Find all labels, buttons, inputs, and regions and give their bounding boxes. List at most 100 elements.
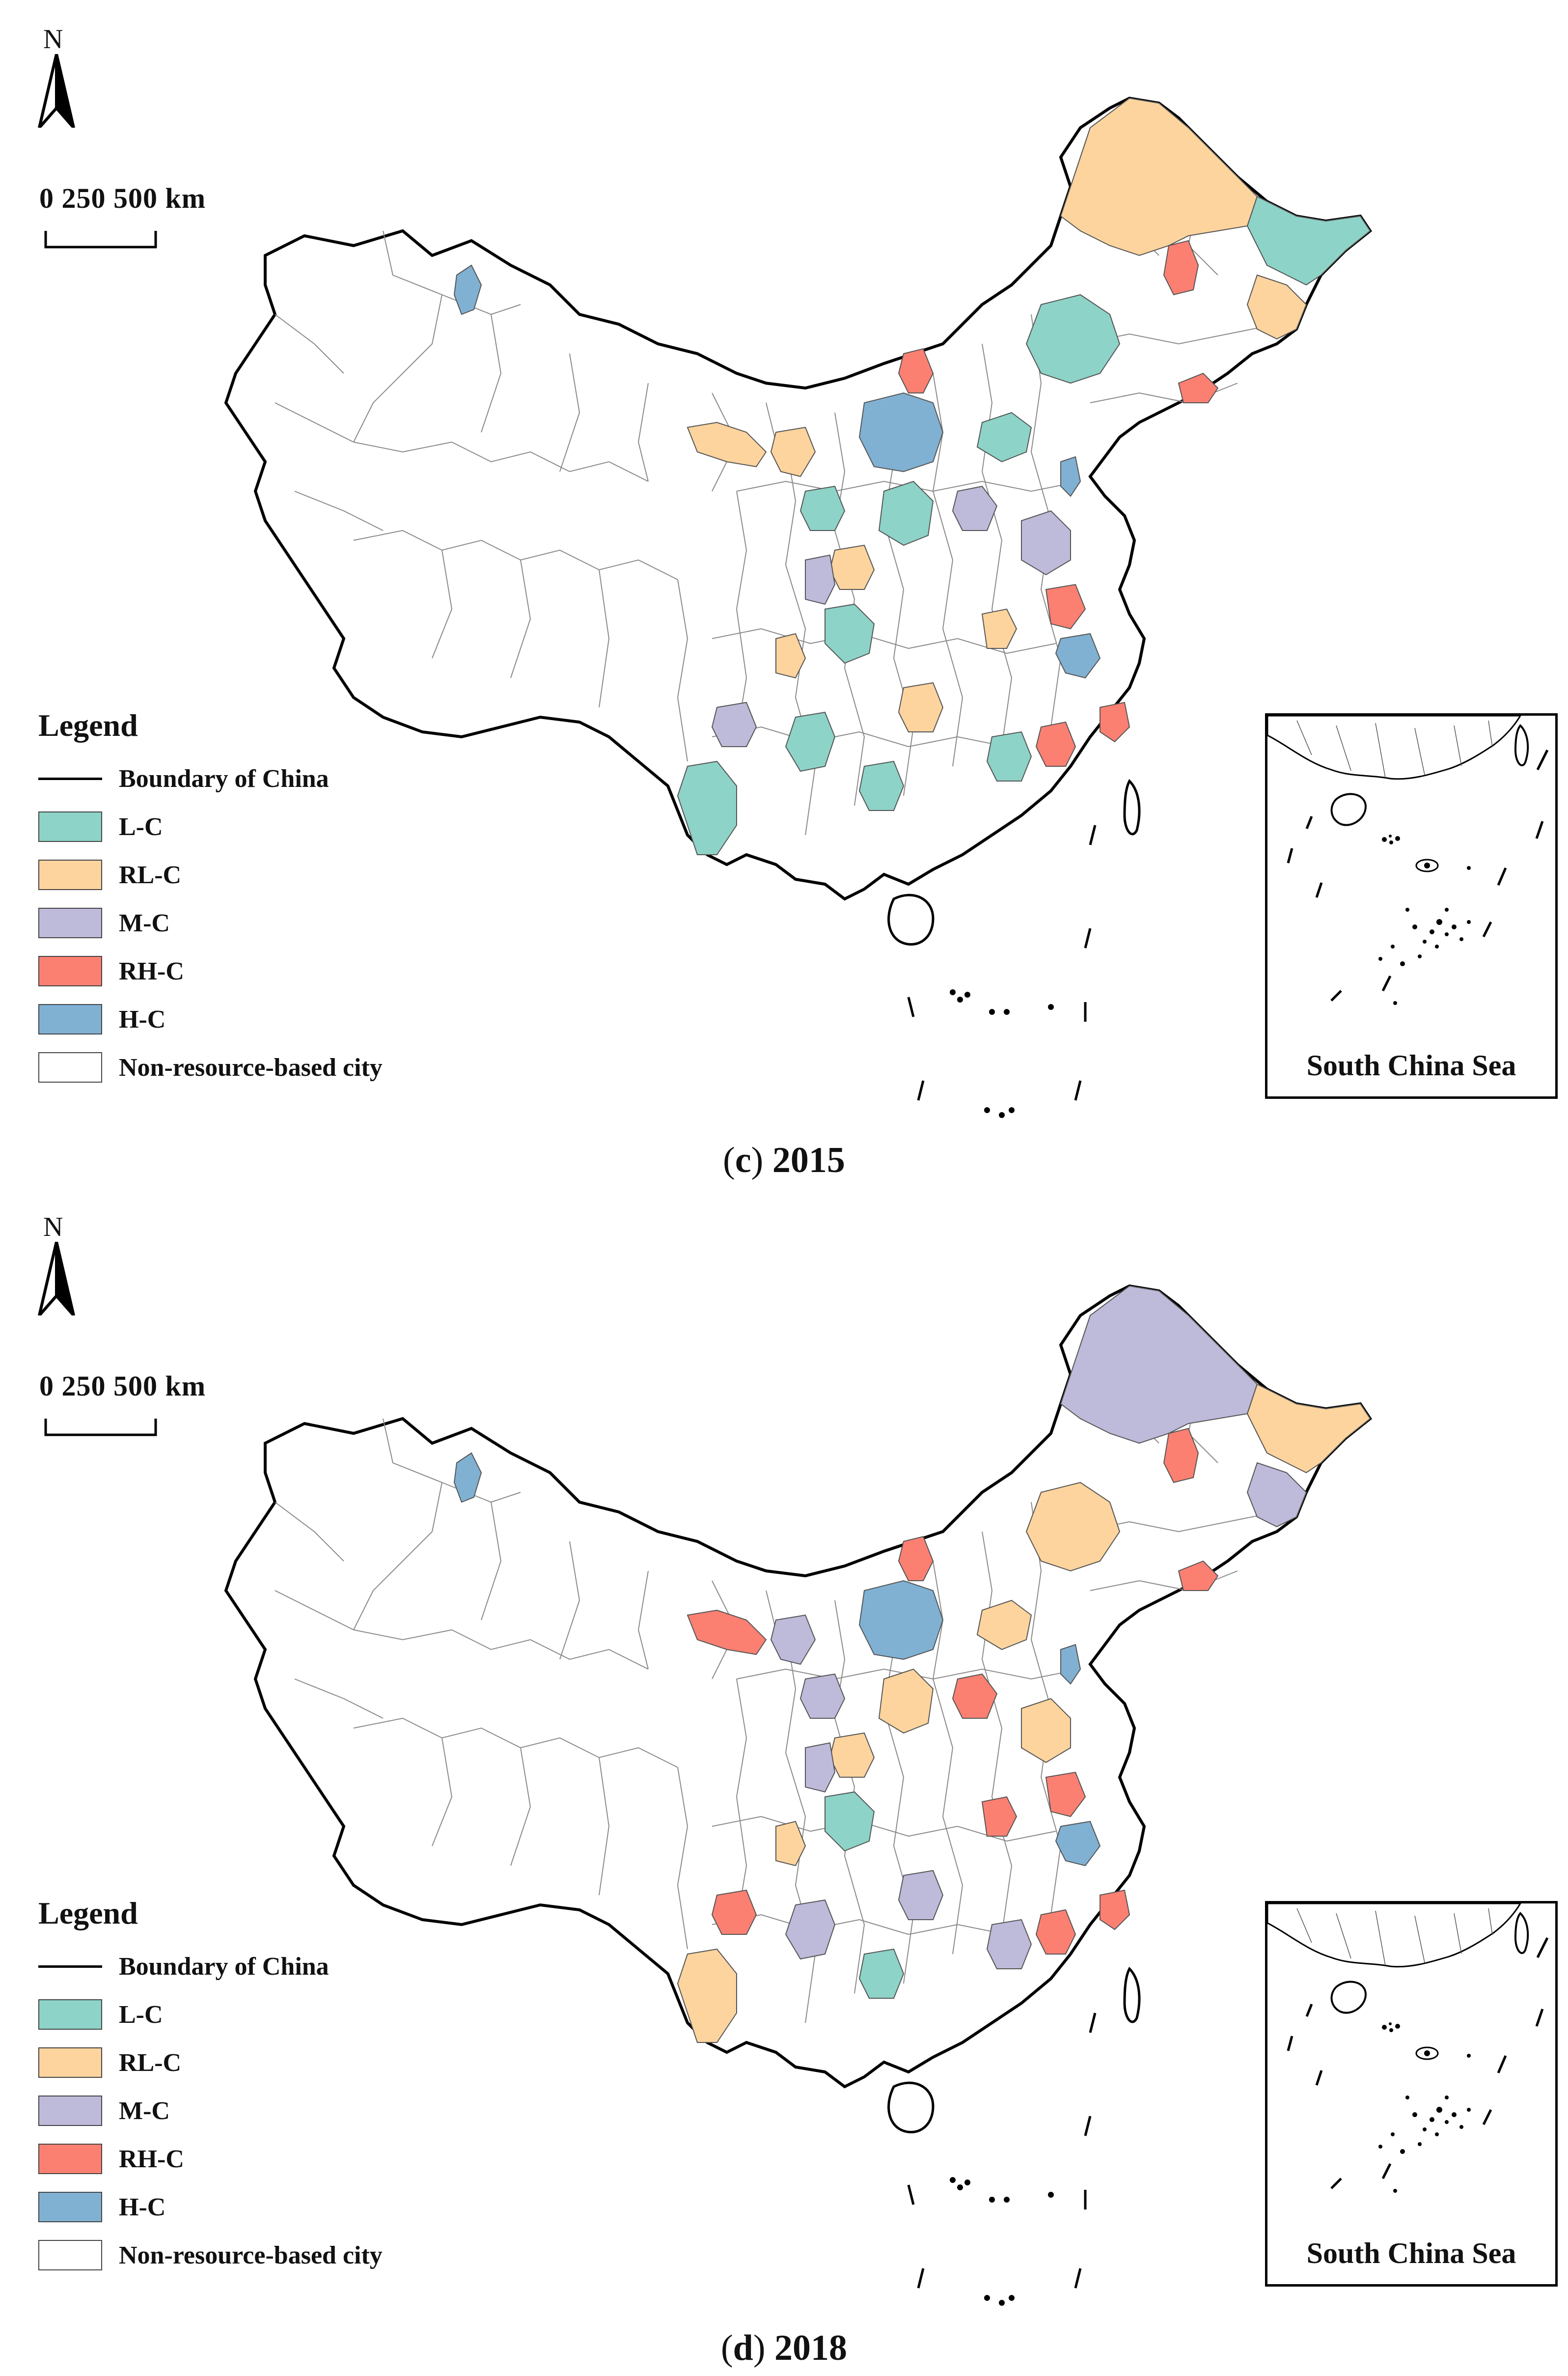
inset-dashed-line <box>1287 749 1549 1002</box>
city-boundary <box>275 314 384 531</box>
region-yunnan-south <box>677 1948 737 2043</box>
china-map <box>224 1284 1373 2306</box>
legend-label: RL-C <box>119 2048 182 2077</box>
legend-swatch <box>38 2240 102 2270</box>
region-gansu-mid <box>799 1673 846 1719</box>
legend-swatch <box>38 1999 102 2030</box>
scale-bar <box>44 1419 157 1436</box>
island-dot <box>1048 2192 1054 2198</box>
legend-items: L-C RL-C M-C RH-C H-C Non-resource-based city <box>38 1990 461 2279</box>
nine-dash-segment <box>917 2268 925 2289</box>
legend-label: H-C <box>119 1005 166 1034</box>
nine-dash-segment <box>1074 2268 1082 2289</box>
inset-dashed-line <box>1287 1937 1549 2189</box>
region-henan-north <box>1021 510 1071 576</box>
region-hebei-north <box>976 412 1032 463</box>
inset-islands <box>1378 2022 1471 2193</box>
hainan-island <box>887 2081 935 2134</box>
island-dot <box>964 2180 970 2185</box>
inset-hainan <box>1330 1981 1367 2014</box>
island-dot <box>950 2177 956 2183</box>
south-china-sea-inset: South China Sea <box>1265 713 1558 1099</box>
inset-map <box>1267 1903 1549 2193</box>
city-boundary <box>353 1629 649 1670</box>
region-xinjiang-north <box>453 264 482 315</box>
legend-swatch <box>38 956 102 986</box>
region-jilin-east <box>1246 1462 1307 1528</box>
city-boundary <box>353 1418 521 1630</box>
legend-item-non: Non-resource-based city <box>38 2231 461 2279</box>
panel-caption: (d) 2018 <box>721 2328 847 2368</box>
legend-label: RL-C <box>119 861 182 889</box>
inset-province-lines <box>1296 720 1493 778</box>
region-chongqing <box>775 1820 806 1867</box>
region-guizhou <box>785 1899 836 1960</box>
region-sichuan-east <box>805 1742 836 1793</box>
china-map <box>224 96 1373 1118</box>
legend-label: Boundary of China <box>119 764 329 793</box>
nine-dash-segment <box>907 997 915 1017</box>
region-chongqing <box>775 633 806 679</box>
legend-item-hc: H-C <box>38 995 461 1043</box>
region-yunnan-west <box>711 1889 757 1935</box>
north-arrow-icon <box>38 54 75 128</box>
island-dot <box>964 992 970 998</box>
caption-letter: c <box>735 1140 751 1180</box>
legend-swatch <box>38 2144 102 2174</box>
region-sichuan-east <box>805 554 836 605</box>
region-ningxia <box>770 1614 816 1665</box>
inset-label: South China Sea <box>1306 2237 1516 2269</box>
region-liaoning-coast <box>1178 372 1219 403</box>
nine-dash-segment <box>917 1080 925 1101</box>
region-liaoning-coast <box>1178 1560 1219 1591</box>
region-henan-north <box>1021 1698 1071 1763</box>
city-boundary <box>353 230 521 443</box>
scale-bar <box>44 231 157 249</box>
region-heilongjiang-east <box>1246 1383 1371 1474</box>
region-yunnan-west <box>711 701 757 747</box>
north-label: N <box>43 1212 63 1242</box>
legend: Legend Boundary of China L-C RL-C M-C RH-C H… <box>38 1895 461 2279</box>
south-china-sea-islands <box>887 1966 1141 2306</box>
region-inner-mongolia-north <box>898 1536 934 1581</box>
region-hebei-north <box>976 1599 1032 1650</box>
legend-item-boundary: Boundary of China <box>38 755 461 803</box>
city-boundary <box>432 1737 610 1896</box>
city-boundary <box>981 1531 1013 1935</box>
panel-caption: (c) 2015 <box>723 1140 845 1180</box>
legend-label: Boundary of China <box>119 1952 329 1981</box>
city-boundary <box>481 1502 649 1670</box>
region-shanxi-south <box>952 485 998 531</box>
legend-swatch <box>38 860 102 890</box>
legend-label: M-C <box>119 2096 170 2125</box>
region-jilin-east <box>1246 274 1307 340</box>
region-guangxi <box>858 1948 905 1999</box>
island-dot <box>1009 2295 1015 2301</box>
city-boundary <box>712 1914 1007 1935</box>
caption-letter: d <box>733 2328 753 2368</box>
legend: Legend Boundary of China L-C RL-C M-C RH-C H… <box>38 707 461 1091</box>
city-boundary <box>353 441 649 482</box>
inset-atoll <box>1415 859 1439 872</box>
region-guizhou <box>785 711 836 772</box>
legend-item-rlc: RL-C <box>38 2039 461 2087</box>
legend-item-rhc: RH-C <box>38 947 461 995</box>
legend-swatch <box>38 2047 102 2078</box>
region-inner-mongolia-center <box>1025 294 1121 384</box>
legend-item-rhc: RH-C <box>38 2135 461 2183</box>
region-shandong-coast <box>1060 456 1081 497</box>
region-inner-mongolia-north <box>898 348 934 393</box>
north-arrow-icon <box>38 1242 75 1315</box>
south-china-sea-inset: South China Sea <box>1265 1901 1558 2287</box>
region-xinjiang-north <box>453 1452 482 1503</box>
inset-coastline <box>1267 716 1521 780</box>
island-dot <box>1009 1107 1015 1113</box>
legend-item-boundary: Boundary of China <box>38 1942 461 1990</box>
city-boundary <box>677 1678 747 1950</box>
island-dot <box>984 2295 990 2301</box>
legend-label: L-C <box>119 2000 163 2029</box>
legend-swatch <box>38 1052 102 1083</box>
region-hunan <box>898 682 944 732</box>
region-hunan <box>898 1870 944 1920</box>
nine-dash-segment <box>1089 2013 1097 2033</box>
